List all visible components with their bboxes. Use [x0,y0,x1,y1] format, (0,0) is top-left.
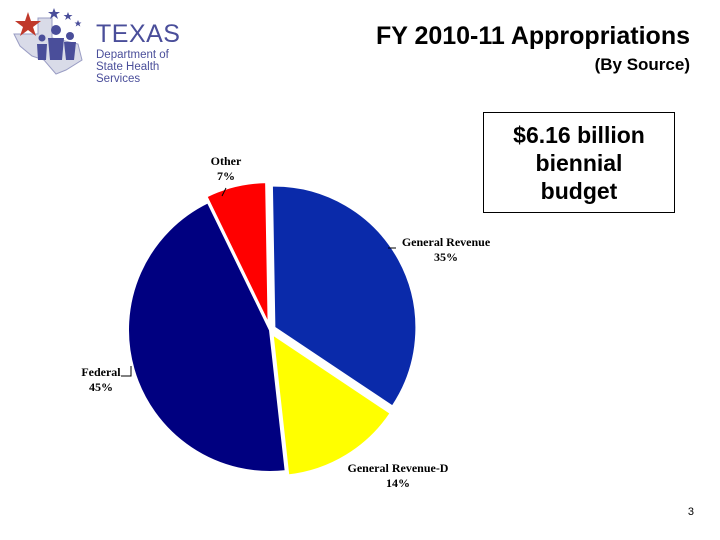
pie-slice-general-revenue [270,184,418,408]
logo-name: TEXAS [96,20,181,48]
pie-slice-federal [127,200,287,473]
pie-leader-line [121,366,132,377]
pie-label-name: General Revenue-D [348,461,449,475]
pie-label-name: Other [211,154,242,168]
page-number: 3 [687,506,694,518]
budget-callout-line1: $6.16 billion [513,121,645,148]
pie-slice-general-revenue-d [271,332,393,477]
dshs-logo: TEXAS Department of State Health Service… [8,4,188,85]
page-title: FY 2010-11 Appropriations [376,22,690,50]
pie-label-percent: 35% [434,250,458,264]
pie-label-name: General Revenue [402,235,491,249]
pie-label-percent: 45% [89,380,113,394]
pie-leader-line [221,187,227,197]
texas-star-people-icon [13,8,83,75]
pie-label-percent: 14% [386,476,410,490]
logo-subtitle-line1: Department of [96,49,169,61]
pie-label-general-revenue-d: General Revenue-D14% [348,461,449,490]
pie-label-percent: 7% [217,169,235,183]
pie-slice-other [205,181,270,325]
page-subtitle: (By Source) [594,55,690,74]
logo-subtitle: Department of State Health Services [96,49,188,85]
budget-callout-line2: biennial [535,149,623,176]
budget-callout-line3: budget [540,177,618,204]
logo-subtitle-line2: State Health Services [96,61,160,85]
pie-label-name: Federal [81,365,121,379]
budget-callout: $6.16 billion biennial budget [483,112,675,213]
